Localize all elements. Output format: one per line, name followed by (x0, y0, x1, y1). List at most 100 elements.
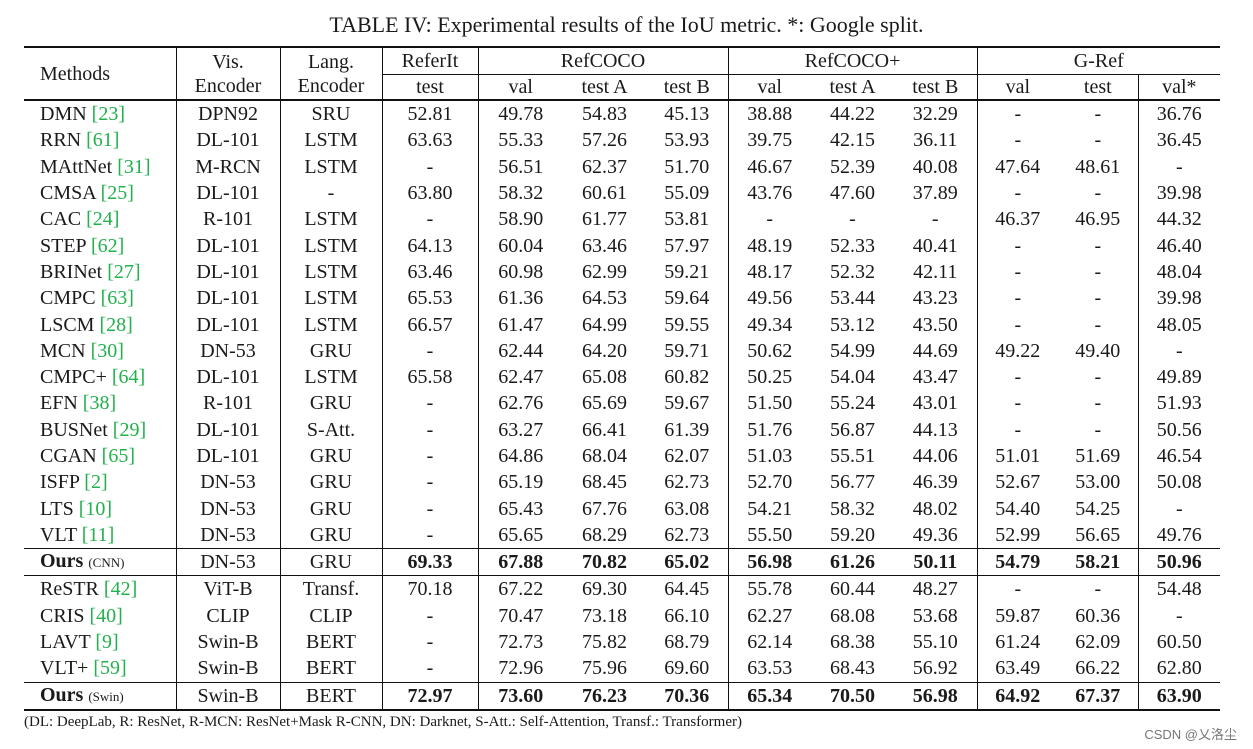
lang-encoder-cell: GRU (279, 390, 382, 417)
value-cell: 51.01 (976, 442, 1059, 470)
value-cell: 55.24 (830, 392, 875, 415)
value-cell: 67.22 (477, 575, 563, 603)
citation-link[interactable]: [24] (86, 208, 120, 231)
value-cell: 65.58 (381, 363, 478, 391)
citation-link[interactable]: [29] (112, 418, 147, 441)
value-cell: 59.67 (664, 392, 710, 415)
value-cell: - (381, 655, 478, 683)
vis-encoder-cell: ViT-B (175, 575, 280, 603)
citation-link[interactable]: [30] (90, 339, 124, 362)
citation-link[interactable]: [62] (90, 234, 125, 257)
method-name: LSCM (40, 313, 95, 336)
citation-link[interactable]: [11] (81, 523, 115, 546)
citation-link[interactable]: [42] (103, 578, 138, 601)
citation-link[interactable]: [63] (100, 287, 134, 310)
value-cell: 59.64 (664, 287, 710, 310)
table-row: Ours (CNN) DN-53 GRU 69.33 67.88 70.82 65.02 56… (24, 548, 1221, 577)
citation-link[interactable]: [61] (86, 129, 120, 152)
table-row: DMN [23] DPN92 SRU 52.81 49.78 54.83 45.13 38.8… (24, 100, 1221, 128)
subheader-3: test B (646, 74, 728, 101)
value-cell: - (976, 363, 1059, 391)
method-cell: VLT+ [59] (24, 655, 176, 682)
table-row: CAC [24] R-101 LSTM -58.90 61.77 53.81- - -46.3… (24, 206, 1221, 233)
value-cell: 47.60 (830, 182, 875, 205)
header-methods: Methods (24, 46, 176, 101)
value-cell: 68.29 (582, 523, 627, 546)
value-cell: - (381, 416, 478, 443)
value-cell: 56.51 (477, 153, 563, 180)
citation-link[interactable]: [38] (82, 392, 117, 415)
value-cell: - (381, 206, 478, 233)
value-cell: 46.40 (1137, 232, 1221, 259)
citation-link[interactable]: [31] (117, 155, 151, 178)
value-cell: 44.22 (830, 103, 875, 126)
value-cell: - (381, 153, 478, 180)
value-cell: - (976, 127, 1059, 154)
citation-link[interactable]: [9] (95, 631, 119, 654)
value-cell: 61.77 (582, 208, 627, 231)
value-cell: 50.11 (894, 548, 978, 577)
header-vis-encoder-line2: Encoder (194, 74, 262, 97)
value-cell: - (381, 337, 478, 364)
citation-link[interactable]: [40] (89, 604, 123, 627)
value-cell: 65.34 (727, 681, 811, 711)
citation-link[interactable]: [25] (100, 182, 134, 205)
lang-encoder-cell: LSTM (279, 153, 382, 180)
value-cell: 36.45 (1137, 127, 1221, 154)
value-cell: 62.37 (582, 155, 627, 178)
table-row: BRINet [27] DL-101 LSTM 63.46 60.98 62.99 59.2… (24, 258, 1221, 286)
value-cell: 57.26 (582, 129, 627, 152)
citation-link[interactable]: [65] (101, 445, 135, 467)
lang-encoder-cell: Transf. (279, 575, 382, 603)
lang-encoder-cell: LSTM (279, 206, 382, 233)
value-cell: 66.22 (1075, 657, 1121, 680)
method-cell: CAC [24] (24, 206, 176, 232)
value-cell: 54.83 (582, 103, 627, 126)
header-referit: ReferIt (381, 46, 478, 75)
value-cell: 50.08 (1137, 469, 1221, 496)
citation-link[interactable]: [2] (84, 471, 108, 494)
citation-link[interactable]: [28] (99, 313, 133, 336)
citation-link[interactable]: [23] (91, 103, 125, 126)
value-cell: 72.73 (477, 628, 563, 656)
value-cell: - (1094, 287, 1102, 310)
value-cell: 68.43 (830, 657, 875, 680)
method-cell: LSCM [28] (24, 311, 176, 337)
method-cell: Ours (CNN) (24, 548, 176, 577)
method-name: BUSNet (40, 418, 108, 441)
vis-encoder-cell: DL-101 (175, 311, 280, 338)
vis-encoder-cell: DL-101 (175, 232, 280, 259)
lang-encoder-cell: CLIP (279, 602, 382, 629)
value-cell: - (1094, 234, 1102, 257)
value-cell: 52.99 (976, 521, 1059, 549)
abbreviation-note: (DL: DeepLab, R: ResNet, R-MCN: ResNet+M… (24, 714, 742, 730)
value-cell: 52.81 (381, 100, 478, 128)
value-cell: 64.20 (582, 339, 627, 362)
value-cell: 38.88 (727, 100, 811, 128)
value-cell: 62.09 (1075, 631, 1121, 654)
header-lang-encoder-line2: Encoder (297, 74, 365, 97)
table-row: CGAN [65] DL-101 GRU -64.86 68.04 62.07 51.03 5… (24, 442, 1221, 470)
lang-encoder-cell: LSTM (279, 258, 382, 286)
vis-encoder-cell: CLIP (175, 602, 280, 629)
header-vis-encoder: Vis. Encoder (175, 46, 280, 101)
lang-encoder-cell: - (279, 179, 382, 207)
value-cell: 55.78 (727, 575, 811, 603)
value-cell: - (1094, 182, 1102, 205)
value-cell: 51.76 (727, 416, 811, 443)
citation-link[interactable]: [64] (111, 366, 146, 389)
vis-encoder-cell: DL-101 (175, 442, 280, 470)
value-cell: - (849, 208, 856, 231)
value-cell: 40.08 (912, 155, 958, 178)
value-cell: 56.98 (727, 548, 811, 577)
subheader-6: test B (894, 74, 978, 101)
value-cell: 65.53 (381, 285, 478, 312)
citation-link[interactable]: [59] (93, 657, 127, 680)
citation-link[interactable]: [27] (107, 260, 141, 283)
citation-link[interactable]: [10] (78, 497, 113, 520)
value-cell: 48.27 (912, 578, 958, 601)
value-cell: - (1137, 602, 1221, 629)
value-cell: 65.19 (477, 469, 563, 496)
lang-encoder-cell: S-Att. (279, 416, 382, 443)
value-cell: - (1094, 578, 1102, 601)
